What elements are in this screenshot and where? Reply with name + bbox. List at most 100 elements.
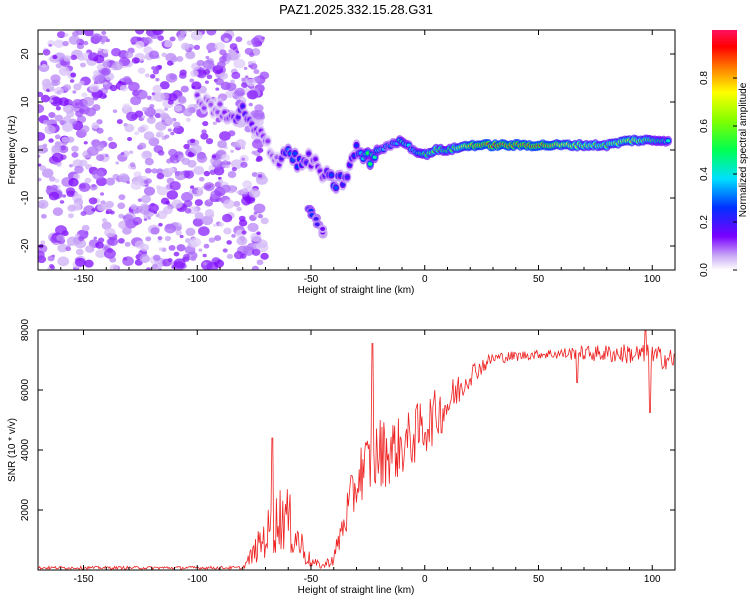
- noise-blob: [83, 30, 94, 37]
- noise-blob: [54, 87, 64, 96]
- snr-xlabel: Height of straight line (km): [298, 585, 415, 596]
- noise-blob: [42, 49, 51, 56]
- noise-blob: [51, 144, 62, 154]
- noise-blob: [257, 239, 268, 249]
- noise-blob: [158, 247, 163, 251]
- ridge-core: [345, 175, 350, 179]
- noise-blob: [250, 197, 255, 201]
- noise-blob: [252, 109, 265, 120]
- noise-blob: [41, 213, 47, 219]
- noise-blob: [143, 186, 156, 196]
- ridge-core: [340, 182, 346, 187]
- noise-blob: [71, 151, 79, 158]
- noise-blob: [82, 96, 95, 107]
- noise-blob: [157, 236, 163, 241]
- noise-blob: [227, 171, 237, 179]
- noise-blob: [126, 111, 138, 122]
- ridge-core: [306, 151, 311, 156]
- noise-blob: [79, 159, 88, 167]
- noise-blob: [212, 121, 217, 126]
- noise-blob: [101, 30, 107, 36]
- ridge-core: [665, 139, 671, 143]
- noise-blob: [52, 207, 64, 216]
- noise-blob: [257, 174, 263, 178]
- noise-blob: [194, 212, 204, 220]
- noise-blob: [164, 107, 169, 111]
- noise-blob: [233, 200, 241, 207]
- noise-blob: [38, 63, 50, 73]
- noise-blob: [95, 249, 106, 259]
- noise-blob: [214, 77, 224, 86]
- noise-blob: [236, 190, 240, 194]
- noise-blob: [196, 189, 201, 194]
- noise-blob: [153, 92, 166, 102]
- snr-frame: [37, 329, 676, 571]
- noise-blob: [222, 213, 233, 223]
- spectrogram-xtick-label: -150: [73, 274, 93, 285]
- noise-blob: [238, 219, 248, 227]
- noise-blob: [131, 57, 140, 64]
- noise-blob: [251, 265, 259, 270]
- ridge-core: [217, 102, 223, 106]
- noise-blob: [56, 31, 66, 39]
- noise-blob: [73, 83, 82, 91]
- noise-blob: [96, 154, 105, 162]
- noise-blob: [156, 168, 164, 175]
- noise-blob: [83, 205, 96, 216]
- noise-blob: [178, 72, 187, 79]
- noise-blob: [84, 177, 92, 184]
- noise-blob: [176, 244, 186, 252]
- noise-blob: [249, 63, 258, 70]
- noise-blob: [152, 69, 160, 75]
- noise-blob: [219, 72, 229, 80]
- colorbar-tick-label: 0.6: [699, 119, 710, 133]
- noise-blob: [85, 245, 95, 253]
- noise-blob: [217, 140, 227, 149]
- noise-blob: [143, 36, 152, 44]
- noise-blob: [102, 61, 110, 68]
- noise-blob: [148, 50, 160, 60]
- noise-blob: [74, 165, 84, 174]
- noise-blob: [62, 84, 72, 91]
- noise-blob: [236, 236, 248, 246]
- noise-blob: [197, 226, 210, 237]
- noise-blob: [190, 256, 197, 262]
- noise-blob: [90, 33, 103, 43]
- noise-blob: [171, 199, 183, 209]
- noise-blob: [144, 73, 150, 78]
- snr-ytick-label: 4000: [20, 438, 31, 461]
- noise-blob: [40, 240, 46, 245]
- noise-blob: [109, 84, 118, 92]
- spectrogram-xlabel: Height of straight line (km): [298, 285, 415, 296]
- noise-blob: [95, 241, 104, 249]
- noise-blob: [248, 188, 261, 199]
- noise-blob: [97, 237, 105, 243]
- noise-blob: [62, 115, 72, 123]
- noise-blob: [115, 161, 120, 165]
- ridge-core: [313, 157, 318, 162]
- noise-blob: [226, 253, 233, 260]
- noise-blob: [91, 208, 96, 212]
- noise-blob: [185, 238, 192, 244]
- noise-blob: [166, 190, 179, 200]
- noise-blob: [140, 203, 150, 212]
- noise-blob: [66, 110, 75, 118]
- noise-blob: [75, 110, 84, 118]
- noise-blob: [258, 214, 264, 219]
- noise-blob: [87, 52, 99, 61]
- snr-xtick-label: 100: [644, 574, 661, 585]
- noise-blob: [84, 259, 94, 268]
- noise-blob: [125, 51, 134, 59]
- noise-blob: [256, 259, 264, 266]
- noise-blob: [53, 39, 64, 49]
- noise-blob: [181, 157, 191, 166]
- noise-blob: [192, 217, 204, 227]
- noise-blob: [230, 79, 235, 84]
- noise-blob: [202, 253, 207, 258]
- noise-blob: [244, 75, 249, 79]
- noise-blob: [241, 77, 246, 82]
- noise-blob: [127, 136, 133, 142]
- noise-blob: [141, 106, 148, 112]
- noise-blob: [121, 150, 130, 157]
